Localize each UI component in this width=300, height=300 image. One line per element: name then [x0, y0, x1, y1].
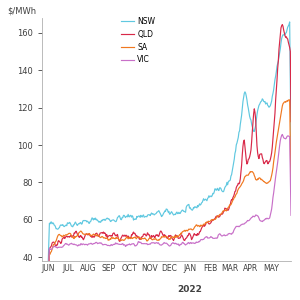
NSW [288, 20, 292, 24]
VIC [289, 214, 293, 217]
Line: NSW: NSW [48, 22, 291, 267]
Legend: NSW, QLD, SA, VIC: NSW, QLD, SA, VIC [121, 17, 155, 64]
SA [113, 237, 117, 240]
Line: VIC: VIC [48, 134, 291, 281]
NSW [278, 50, 281, 54]
VIC [278, 143, 281, 147]
VIC [46, 280, 50, 283]
SA [288, 98, 292, 102]
SA [289, 190, 293, 193]
SA [254, 178, 258, 182]
QLD [278, 40, 281, 44]
VIC [98, 241, 101, 244]
VIC [254, 213, 258, 217]
Text: $/MWh: $/MWh [7, 7, 36, 16]
QLD [98, 233, 101, 237]
NSW [98, 220, 101, 223]
NSW [143, 215, 147, 219]
Line: SA: SA [48, 100, 291, 285]
QLD [113, 233, 117, 236]
NSW [113, 219, 117, 223]
QLD [143, 232, 147, 236]
NSW [254, 118, 258, 122]
SA [144, 238, 148, 242]
SA [46, 284, 50, 287]
NSW [144, 214, 148, 218]
VIC [280, 133, 284, 136]
SA [98, 235, 101, 238]
VIC [143, 242, 147, 245]
QLD [144, 234, 148, 238]
QLD [280, 23, 284, 26]
Text: 2022: 2022 [177, 285, 202, 294]
VIC [113, 242, 117, 246]
QLD [289, 120, 293, 124]
VIC [144, 242, 148, 245]
SA [278, 120, 281, 124]
SA [143, 236, 147, 240]
NSW [46, 265, 50, 269]
NSW [289, 144, 293, 148]
QLD [254, 130, 258, 133]
QLD [46, 289, 50, 292]
Line: QLD: QLD [48, 25, 291, 290]
